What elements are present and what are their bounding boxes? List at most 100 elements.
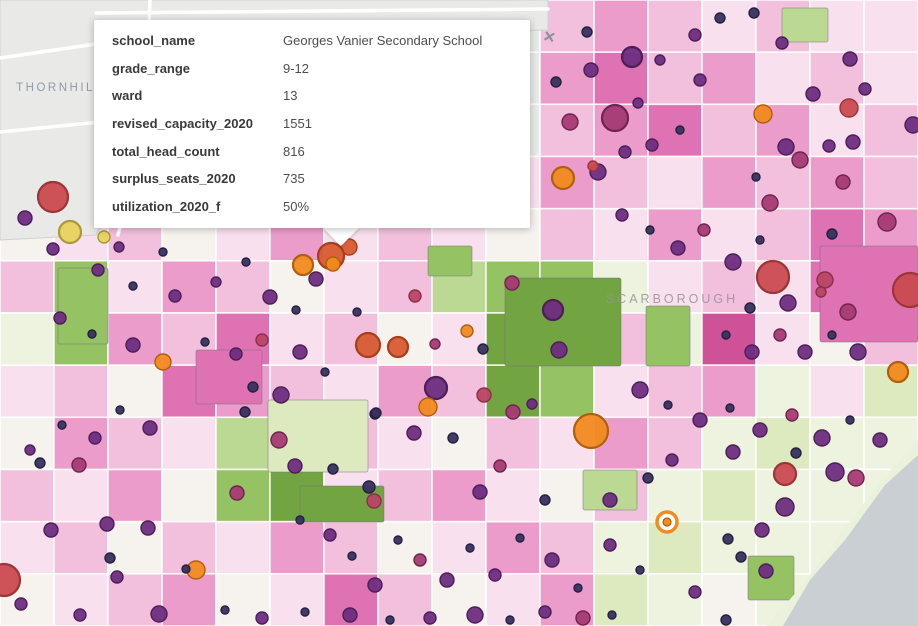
- school-point[interactable]: [291, 305, 301, 315]
- school-point[interactable]: [777, 138, 795, 156]
- census-polygon[interactable]: [647, 572, 703, 626]
- school-point[interactable]: [735, 551, 747, 563]
- school-point[interactable]: [270, 431, 288, 449]
- school-point[interactable]: [200, 337, 210, 347]
- census-polygon[interactable]: [161, 572, 217, 626]
- school-point[interactable]: [761, 194, 779, 212]
- school-point[interactable]: [692, 412, 708, 428]
- census-polygon[interactable]: [107, 468, 163, 523]
- school-point[interactable]: [721, 330, 731, 340]
- census-polygon[interactable]: [377, 520, 433, 575]
- school-point[interactable]: [645, 225, 655, 235]
- school-point[interactable]: [632, 97, 644, 109]
- school-point[interactable]: [755, 259, 791, 295]
- school-point[interactable]: [724, 253, 742, 271]
- school-point[interactable]: [439, 572, 455, 588]
- school-point[interactable]: [320, 367, 330, 377]
- census-polygon[interactable]: [701, 468, 757, 523]
- census-polygon[interactable]: [269, 572, 325, 626]
- census-polygon[interactable]: [647, 0, 703, 54]
- census-polygon[interactable]: [863, 155, 918, 210]
- school-point[interactable]: [805, 86, 821, 102]
- census-polygon[interactable]: [299, 485, 385, 523]
- school-point[interactable]: [825, 462, 845, 482]
- school-point[interactable]: [413, 553, 427, 567]
- census-polygon[interactable]: [582, 469, 638, 511]
- school-point[interactable]: [229, 347, 243, 361]
- school-point[interactable]: [140, 520, 156, 536]
- census-polygon[interactable]: [53, 364, 109, 419]
- school-point[interactable]: [847, 469, 865, 487]
- school-point[interactable]: [583, 62, 599, 78]
- school-point[interactable]: [24, 444, 36, 456]
- school-point[interactable]: [587, 160, 599, 172]
- census-polygon[interactable]: [485, 416, 541, 471]
- school-point[interactable]: [697, 223, 711, 237]
- school-point[interactable]: [386, 335, 410, 359]
- school-point[interactable]: [418, 397, 438, 417]
- school-point[interactable]: [772, 461, 798, 487]
- school-point[interactable]: [366, 493, 382, 509]
- school-point[interactable]: [797, 344, 813, 360]
- school-point[interactable]: [675, 125, 685, 135]
- school-point[interactable]: [751, 172, 761, 182]
- school-point[interactable]: [472, 484, 488, 500]
- school-point[interactable]: [665, 453, 679, 467]
- school-point[interactable]: [247, 381, 259, 393]
- census-polygon[interactable]: [215, 416, 271, 471]
- school-point[interactable]: [465, 543, 475, 553]
- school-point[interactable]: [785, 408, 799, 422]
- school-point[interactable]: [181, 564, 191, 574]
- school-point[interactable]: [327, 463, 339, 475]
- census-polygon[interactable]: [701, 51, 757, 106]
- school-point[interactable]: [631, 381, 649, 399]
- school-point[interactable]: [603, 538, 617, 552]
- school-point[interactable]: [493, 459, 507, 473]
- school-point[interactable]: [87, 329, 97, 339]
- school-point[interactable]: [154, 353, 172, 371]
- school-point[interactable]: [342, 607, 358, 623]
- school-point[interactable]: [773, 328, 787, 342]
- census-polygon[interactable]: [755, 207, 811, 262]
- school-point[interactable]: [573, 583, 583, 593]
- school-point[interactable]: [720, 614, 732, 626]
- school-point[interactable]: [561, 113, 579, 131]
- school-point[interactable]: [57, 420, 67, 430]
- school-point[interactable]: [466, 606, 484, 624]
- census-polygon[interactable]: [53, 468, 109, 523]
- school-point[interactable]: [790, 447, 802, 459]
- school-point[interactable]: [125, 337, 141, 353]
- school-point[interactable]: [842, 51, 858, 67]
- census-polygon[interactable]: [701, 416, 757, 471]
- school-point[interactable]: [886, 360, 910, 384]
- census-polygon[interactable]: [539, 364, 595, 419]
- school-point[interactable]: [645, 138, 659, 152]
- school-point[interactable]: [43, 522, 59, 538]
- school-point[interactable]: [544, 552, 560, 568]
- school-point[interactable]: [406, 425, 422, 441]
- school-point[interactable]: [550, 76, 562, 88]
- census-polygon[interactable]: [755, 51, 811, 106]
- school-point[interactable]: [71, 457, 87, 473]
- school-point[interactable]: [255, 333, 269, 347]
- school-point[interactable]: [791, 151, 809, 169]
- school-point[interactable]: [291, 253, 315, 277]
- school-point[interactable]: [97, 230, 111, 244]
- school-point[interactable]: [752, 422, 768, 438]
- census-polygon[interactable]: [539, 51, 595, 106]
- school-point[interactable]: [34, 457, 46, 469]
- census-polygon[interactable]: [781, 7, 829, 43]
- school-point[interactable]: [620, 45, 644, 69]
- census-polygon[interactable]: [161, 468, 217, 523]
- school-point[interactable]: [688, 28, 702, 42]
- census-polygon[interactable]: [431, 312, 487, 367]
- school-point[interactable]: [73, 608, 87, 622]
- school-point[interactable]: [158, 247, 168, 257]
- school-point[interactable]: [662, 517, 672, 527]
- census-polygon[interactable]: [539, 103, 595, 158]
- school-point[interactable]: [308, 271, 324, 287]
- school-point[interactable]: [722, 533, 734, 545]
- school-point[interactable]: [476, 387, 492, 403]
- school-point[interactable]: [460, 324, 474, 338]
- school-point[interactable]: [393, 535, 403, 545]
